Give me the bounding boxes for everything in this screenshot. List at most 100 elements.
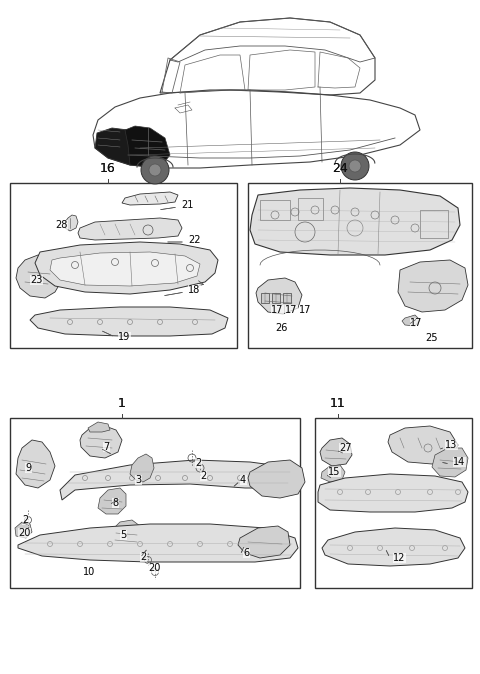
Polygon shape (256, 278, 302, 314)
Bar (315, 418, 472, 588)
Text: 8: 8 (112, 498, 118, 508)
Polygon shape (125, 126, 170, 168)
Polygon shape (261, 293, 269, 303)
Text: 5: 5 (120, 530, 126, 540)
Text: 15: 15 (328, 467, 340, 477)
Bar (298, 198, 323, 220)
Text: 18: 18 (188, 285, 200, 295)
Text: 19: 19 (118, 332, 130, 342)
Text: 21: 21 (181, 200, 193, 210)
Text: 23: 23 (30, 275, 42, 285)
Circle shape (149, 164, 161, 176)
Polygon shape (432, 448, 468, 477)
Text: 28: 28 (55, 220, 67, 230)
Polygon shape (35, 242, 218, 294)
Text: 2: 2 (195, 458, 201, 468)
Text: 1: 1 (118, 397, 126, 410)
Text: 27: 27 (339, 443, 351, 453)
Text: 18: 18 (188, 285, 200, 295)
Text: 24: 24 (332, 162, 348, 175)
Bar (260, 200, 290, 220)
Text: 14: 14 (453, 457, 465, 467)
Text: 2: 2 (22, 515, 28, 525)
Text: 2: 2 (200, 471, 206, 481)
Text: 20: 20 (148, 563, 160, 573)
Polygon shape (50, 252, 200, 286)
Text: 28: 28 (55, 220, 67, 230)
Polygon shape (60, 460, 298, 500)
Text: 17: 17 (410, 318, 422, 328)
Text: 17: 17 (285, 305, 298, 315)
Polygon shape (283, 293, 291, 303)
Text: 16: 16 (100, 162, 116, 175)
Text: 25: 25 (425, 333, 437, 343)
Polygon shape (320, 438, 352, 466)
Text: 17: 17 (299, 305, 312, 315)
Text: 6: 6 (243, 548, 249, 558)
Text: 25: 25 (425, 333, 437, 343)
Polygon shape (122, 192, 178, 205)
Circle shape (141, 156, 169, 184)
Polygon shape (130, 454, 154, 482)
Text: 2: 2 (140, 552, 146, 562)
Text: 17: 17 (271, 305, 283, 315)
Polygon shape (322, 528, 465, 566)
Text: 12: 12 (393, 553, 406, 563)
Polygon shape (318, 474, 468, 512)
Text: 2: 2 (195, 458, 201, 468)
Text: 10: 10 (83, 567, 95, 577)
Text: 9: 9 (25, 463, 31, 473)
Text: 24: 24 (332, 162, 348, 175)
Polygon shape (110, 520, 142, 548)
Polygon shape (402, 315, 420, 326)
Text: 3: 3 (135, 475, 141, 485)
Polygon shape (95, 128, 145, 165)
Text: 12: 12 (393, 553, 406, 563)
Text: 8: 8 (112, 498, 118, 508)
Text: 19: 19 (118, 332, 130, 342)
Bar (248, 183, 472, 348)
Circle shape (349, 160, 361, 172)
Polygon shape (65, 215, 78, 231)
Polygon shape (398, 260, 468, 312)
Polygon shape (98, 488, 126, 514)
Text: 5: 5 (120, 530, 126, 540)
Text: 17: 17 (299, 305, 312, 315)
Text: 17: 17 (271, 305, 283, 315)
Polygon shape (321, 465, 345, 482)
Text: 11: 11 (330, 397, 346, 410)
Text: 9: 9 (25, 463, 31, 473)
Polygon shape (272, 293, 280, 303)
Text: 4: 4 (240, 475, 246, 485)
Polygon shape (80, 426, 122, 458)
Text: 17: 17 (285, 305, 298, 315)
Polygon shape (238, 526, 290, 558)
Text: 15: 15 (328, 467, 340, 477)
Bar (420, 210, 448, 238)
Text: 7: 7 (103, 442, 109, 452)
Text: 20: 20 (18, 528, 30, 538)
Text: 23: 23 (30, 275, 42, 285)
Polygon shape (30, 307, 228, 336)
Bar (10, 418, 300, 588)
Polygon shape (16, 255, 62, 298)
Polygon shape (16, 440, 55, 488)
Bar (10, 183, 237, 348)
Polygon shape (388, 426, 458, 464)
Text: 6: 6 (243, 548, 249, 558)
Text: 2: 2 (200, 471, 206, 481)
Polygon shape (18, 524, 298, 562)
Polygon shape (250, 188, 460, 255)
Text: 13: 13 (445, 440, 457, 450)
Text: 22: 22 (188, 235, 201, 245)
Text: 14: 14 (453, 457, 465, 467)
Text: 20: 20 (148, 563, 160, 573)
Text: 1: 1 (118, 397, 126, 410)
Polygon shape (78, 218, 182, 240)
Circle shape (341, 152, 369, 180)
Text: 10: 10 (83, 567, 95, 577)
Text: 4: 4 (240, 475, 246, 485)
Text: 3: 3 (135, 475, 141, 485)
Text: 26: 26 (275, 323, 288, 333)
Text: 20: 20 (18, 528, 30, 538)
